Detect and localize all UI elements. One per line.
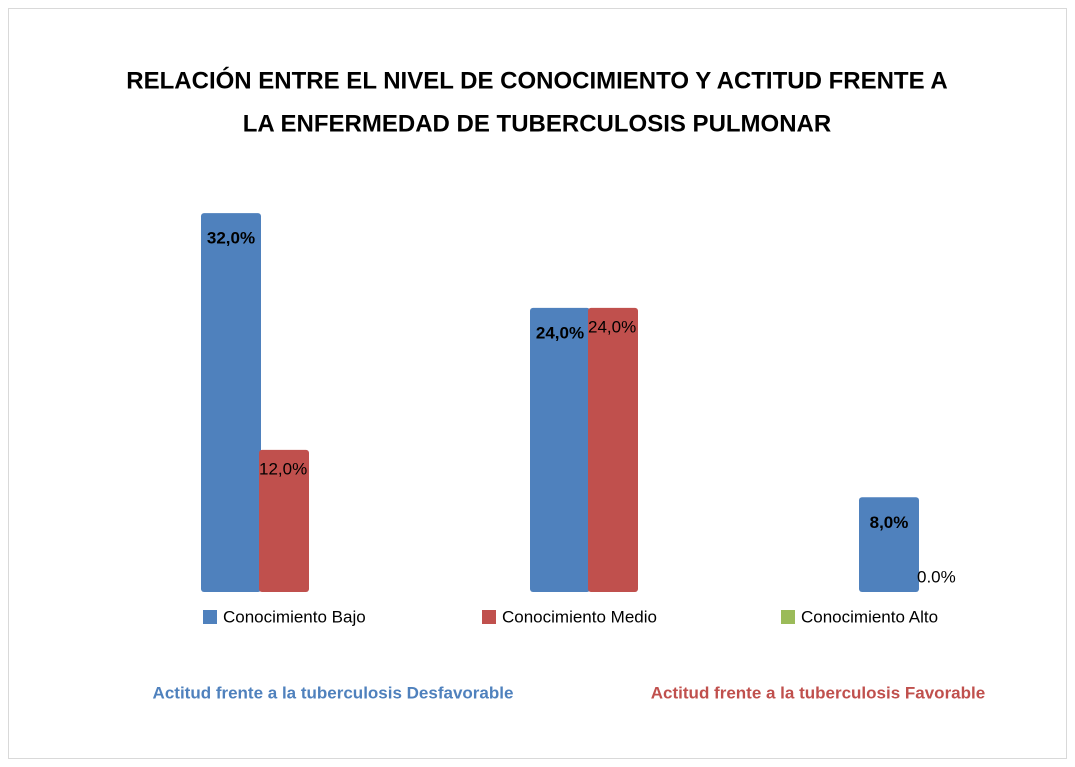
chart-title: RELACIÓN ENTRE EL NIVEL DE CONOCIMIENTO … [126, 66, 947, 94]
series-label: Actitud frente a la tuberculosis Favorab… [651, 683, 985, 702]
data-label: 24,0% [588, 317, 636, 336]
series-label: Actitud frente a la tuberculosis Desfavo… [153, 683, 514, 702]
data-label: 8,0% [870, 513, 909, 532]
legend-swatch [203, 610, 217, 624]
chart-title: LA ENFERMEDAD DE TUBERCULOSIS PULMONAR [243, 110, 831, 137]
legend-label: Conocimiento Bajo [223, 607, 366, 626]
legend-label: Conocimiento Alto [801, 607, 938, 626]
data-label: 12,0% [259, 459, 307, 478]
data-label: 24,0% [536, 323, 584, 342]
data-label: 32,0% [207, 229, 255, 248]
legend-swatch [781, 610, 795, 624]
legend-label: Conocimiento Medio [502, 607, 657, 626]
bar [588, 307, 638, 592]
bar [201, 213, 261, 592]
legend-swatch [482, 610, 496, 624]
bar [259, 449, 309, 592]
bar [859, 497, 919, 592]
data-label: 0.0% [917, 567, 956, 586]
bar [530, 307, 590, 592]
